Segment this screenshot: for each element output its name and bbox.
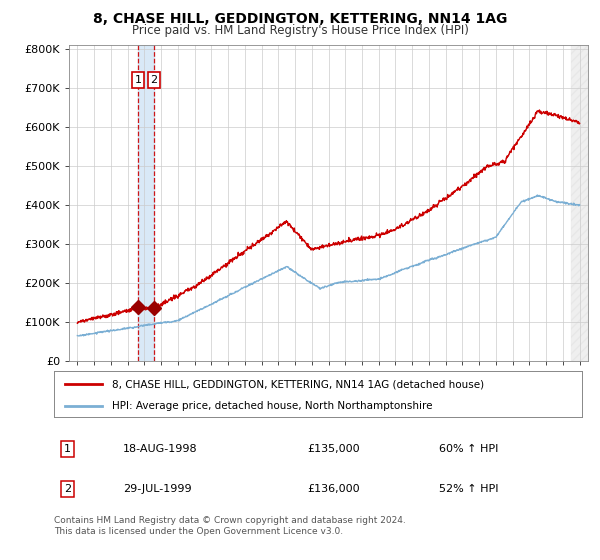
Text: 29-JUL-1999: 29-JUL-1999	[122, 484, 191, 494]
Text: HPI: Average price, detached house, North Northamptonshire: HPI: Average price, detached house, Nort…	[112, 401, 433, 410]
Text: £136,000: £136,000	[307, 484, 360, 494]
Bar	[571, 45, 588, 361]
Text: 60% ↑ HPI: 60% ↑ HPI	[439, 444, 499, 454]
Text: 52% ↑ HPI: 52% ↑ HPI	[439, 484, 499, 494]
Text: 8, CHASE HILL, GEDDINGTON, KETTERING, NN14 1AG: 8, CHASE HILL, GEDDINGTON, KETTERING, NN…	[93, 12, 507, 26]
Text: £135,000: £135,000	[307, 444, 360, 454]
Text: 2: 2	[151, 75, 158, 85]
Text: 1: 1	[134, 75, 142, 85]
Text: Contains HM Land Registry data © Crown copyright and database right 2024.
This d: Contains HM Land Registry data © Crown c…	[54, 516, 406, 536]
Bar	[138, 45, 154, 361]
Text: 1: 1	[64, 444, 71, 454]
Text: Price paid vs. HM Land Registry's House Price Index (HPI): Price paid vs. HM Land Registry's House …	[131, 24, 469, 36]
Text: 8, CHASE HILL, GEDDINGTON, KETTERING, NN14 1AG (detached house): 8, CHASE HILL, GEDDINGTON, KETTERING, NN…	[112, 379, 484, 389]
Text: 2: 2	[64, 484, 71, 494]
Text: 18-AUG-1998: 18-AUG-1998	[122, 444, 197, 454]
